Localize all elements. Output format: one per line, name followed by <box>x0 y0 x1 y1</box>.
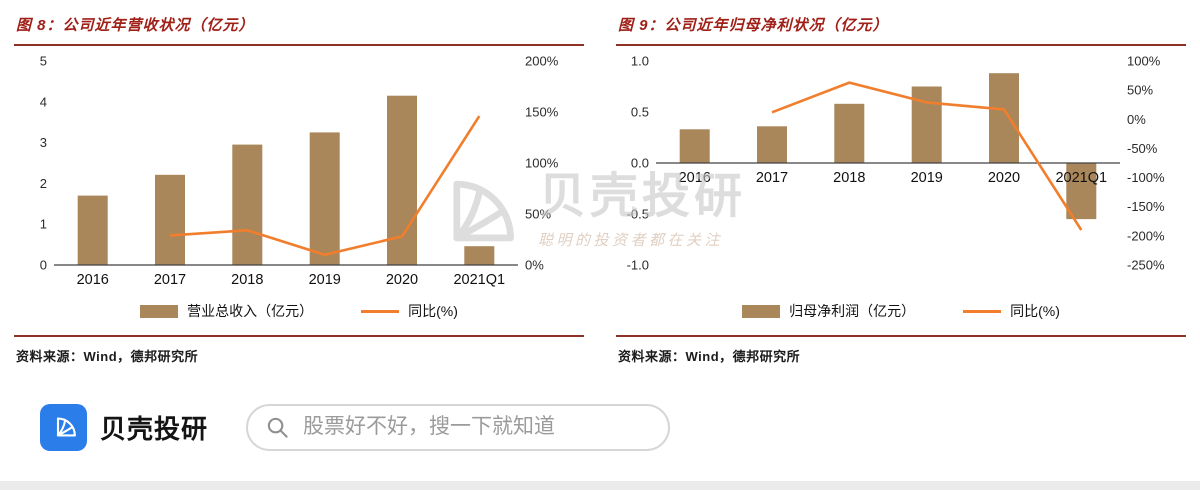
svg-text:0%: 0% <box>1127 112 1146 127</box>
svg-text:2017: 2017 <box>756 170 788 186</box>
bar-series-swatch <box>140 304 179 318</box>
net-profit-chart-legend: 归母净利润（亿元） 同比(%) <box>616 301 1186 321</box>
charts-row: 图 8：公司近年营收状况（亿元） 2016 2017 2018 2019 2020 202… <box>14 12 1186 377</box>
chart-title-net-profit: 图 9：公司近年归母净利状况（亿元） <box>618 17 889 34</box>
source-note: 资料来源：Wind，德邦研究所 <box>618 349 801 364</box>
svg-text:-1.0: -1.0 <box>627 258 649 273</box>
svg-text:2: 2 <box>40 176 47 191</box>
chart-panel-revenue: 图 8：公司近年营收状况（亿元） 2016 2017 2018 2019 2020 202… <box>14 12 584 377</box>
svg-text:2016: 2016 <box>77 272 109 288</box>
brand-name: 贝壳投研 <box>100 413 209 444</box>
brand-logo[interactable] <box>40 403 87 451</box>
svg-text:-0.5: -0.5 <box>627 207 649 222</box>
svg-text:2016: 2016 <box>679 170 711 186</box>
line-series-swatch <box>361 309 400 313</box>
chart-panel-net-profit: 图 9：公司近年归母净利状况（亿元） 2016 2017 2018 2019 2020 2… <box>616 12 1186 377</box>
svg-text:2021Q1: 2021Q1 <box>453 272 505 288</box>
svg-text:200%: 200% <box>525 54 559 69</box>
svg-text:-250%: -250% <box>1127 258 1165 273</box>
bar-series-label: 营业总收入（亿元） <box>187 303 314 319</box>
line-series-swatch <box>963 309 1002 313</box>
svg-text:0.0: 0.0 <box>631 156 649 171</box>
line-series-label: 同比(%) <box>1010 303 1060 319</box>
bottom-bar: 贝壳投研 <box>0 377 1200 463</box>
svg-text:150%: 150% <box>525 105 559 120</box>
legend-item-bar: 营业总收入（亿元） <box>140 301 313 321</box>
svg-text:100%: 100% <box>1127 54 1161 69</box>
svg-text:1.0: 1.0 <box>631 54 649 69</box>
svg-text:0: 0 <box>40 258 47 273</box>
svg-text:2021Q1: 2021Q1 <box>1055 170 1107 186</box>
source-note: 资料来源：Wind，德邦研究所 <box>16 349 199 364</box>
bar-series-label: 归母净利润（亿元） <box>789 303 916 319</box>
svg-text:2020: 2020 <box>988 170 1020 186</box>
svg-text:0.5: 0.5 <box>631 105 649 120</box>
svg-text:2019: 2019 <box>309 272 341 288</box>
svg-text:100%: 100% <box>525 156 559 171</box>
chart-title-revenue: 图 8：公司近年营收状况（亿元） <box>16 17 255 34</box>
svg-text:5: 5 <box>40 54 47 69</box>
svg-text:0%: 0% <box>525 258 544 273</box>
svg-text:2018: 2018 <box>833 170 865 186</box>
shell-logo-icon <box>56 417 76 437</box>
title-divider <box>616 44 1186 46</box>
source-divider <box>616 335 1186 337</box>
svg-text:-100%: -100% <box>1127 170 1165 185</box>
source-divider <box>14 335 584 337</box>
revenue-chart-legend: 营业总收入（亿元） 同比(%) <box>14 301 584 321</box>
legend-item-bar: 归母净利润（亿元） <box>742 301 915 321</box>
line-series-label: 同比(%) <box>408 303 458 319</box>
svg-text:-200%: -200% <box>1127 228 1165 243</box>
search-bar[interactable] <box>246 403 671 451</box>
title-divider <box>14 44 584 46</box>
page-bottom-strip <box>0 481 1200 490</box>
revenue-bar-line-chart: 2016 2017 2018 2019 2020 2021Q1 5 4 3 2 1 0 200% 150%… <box>40 54 559 289</box>
svg-text:4: 4 <box>40 94 47 109</box>
svg-text:2020: 2020 <box>386 272 418 288</box>
net-profit-bar-line-chart: 2016 2017 2018 2019 2020 2021Q1 1.0 0.5 0.0 -0.5 -… <box>627 54 1165 273</box>
svg-text:3: 3 <box>40 135 47 150</box>
svg-text:2017: 2017 <box>154 272 186 288</box>
legend-item-line: 同比(%) <box>963 301 1060 321</box>
legend-item-line: 同比(%) <box>361 301 458 321</box>
svg-text:-150%: -150% <box>1127 199 1165 214</box>
svg-text:-50%: -50% <box>1127 141 1158 156</box>
svg-text:50%: 50% <box>525 207 551 222</box>
bar-series-swatch <box>742 304 781 318</box>
svg-text:50%: 50% <box>1127 83 1153 98</box>
search-icon <box>267 417 288 438</box>
svg-text:2019: 2019 <box>911 170 943 186</box>
svg-text:1: 1 <box>40 217 47 232</box>
svg-text:2018: 2018 <box>231 272 263 288</box>
search-input[interactable] <box>301 414 651 440</box>
